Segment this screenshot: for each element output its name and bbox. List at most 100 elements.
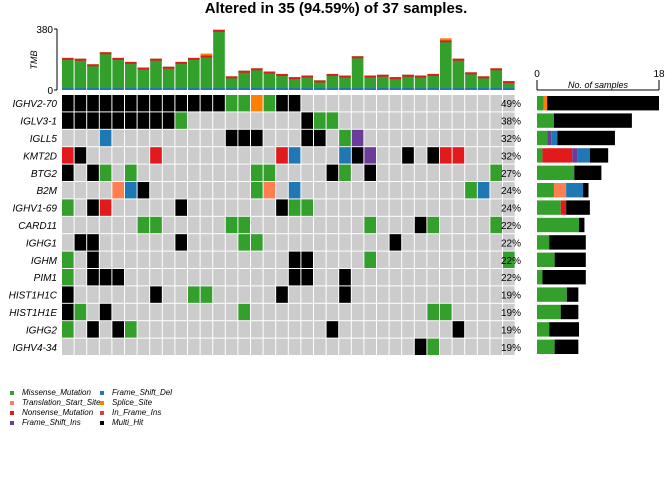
grid-cell <box>238 251 250 268</box>
tmb-bar-base <box>427 88 439 90</box>
grid-cell <box>477 269 490 286</box>
grid-cell <box>452 338 465 355</box>
grid-cell <box>427 182 439 199</box>
grid-cell <box>276 234 288 251</box>
grid-cell <box>225 269 238 286</box>
grid-cell <box>377 182 389 199</box>
grid-cell <box>288 321 301 338</box>
mutation-cell <box>314 129 326 147</box>
grid-cell <box>137 129 150 147</box>
grid-cell <box>440 286 452 303</box>
grid-cell <box>200 199 213 216</box>
mutation-cell <box>137 95 150 112</box>
grid-cell <box>162 199 175 216</box>
grid-cell <box>200 112 213 129</box>
grid-cell <box>175 147 187 164</box>
tmb-bar <box>477 76 490 90</box>
grid-cell <box>364 199 376 216</box>
gene-percent: 49% <box>501 99 521 110</box>
tmb-bar-base <box>188 88 200 90</box>
gene-percent: 22% <box>501 238 521 249</box>
legend-label: Frame_Shift_Ins <box>22 418 81 427</box>
tmb-bar-base <box>288 88 301 90</box>
grid-cell <box>137 199 150 216</box>
grid-cell <box>162 321 175 338</box>
grid-cell <box>288 164 301 181</box>
grid-cell <box>339 234 351 251</box>
mutation-cell <box>225 216 238 234</box>
grid-cell <box>364 338 376 355</box>
grid-cell <box>414 112 427 129</box>
grid-cell <box>301 321 313 338</box>
grid-cell <box>465 147 477 164</box>
grid-cell <box>490 338 502 355</box>
tmb-bar-top <box>364 75 376 78</box>
grid-cell <box>200 303 213 321</box>
grid-cell <box>87 286 99 303</box>
tmb-bar-top <box>351 56 364 59</box>
grid-cell <box>162 129 175 147</box>
grid-cell <box>414 147 427 164</box>
grid-cell <box>175 164 187 181</box>
side-bar-segment <box>557 130 615 146</box>
mutation-cell <box>188 95 200 112</box>
grid-cell <box>213 234 225 251</box>
mutation-cell <box>87 95 99 112</box>
grid-cell <box>137 147 150 164</box>
grid-cell <box>137 234 150 251</box>
grid-cell <box>162 269 175 286</box>
grid-cell <box>162 338 175 355</box>
grid-cell <box>62 216 74 234</box>
mutation-cell <box>112 269 124 286</box>
mutation-cell <box>162 95 175 112</box>
grid-cell <box>402 129 414 147</box>
mutation-cell <box>288 269 301 286</box>
grid-cell <box>326 129 339 147</box>
grid-cell <box>112 286 124 303</box>
grid-cell <box>477 338 490 355</box>
tmb-bar <box>351 56 364 90</box>
grid-cell <box>465 234 477 251</box>
grid-cell <box>125 234 137 251</box>
grid-cell <box>414 164 427 181</box>
tmb-bar-base <box>490 88 502 90</box>
gene-label: IGHV1-69 <box>13 204 58 215</box>
mutation-cell <box>288 251 301 268</box>
grid-cell <box>263 234 276 251</box>
legend-label: Nonsense_Mutation <box>22 408 94 417</box>
gene-percent: 32% <box>501 134 521 145</box>
grid-cell <box>74 129 87 147</box>
side-bar-segment <box>537 148 543 163</box>
side-bar-segment <box>537 304 561 320</box>
grid-cell <box>87 129 99 147</box>
grid-cell <box>213 147 225 164</box>
side-bar-segment <box>579 217 585 233</box>
grid-cell <box>377 321 389 338</box>
grid-cell <box>314 216 326 234</box>
grid-cell <box>440 234 452 251</box>
tmb-bar-base <box>314 88 326 90</box>
tmb-bar-top <box>427 73 439 76</box>
grid-cell <box>351 321 364 338</box>
grid-cell <box>87 303 99 321</box>
mutation-cell <box>364 216 376 234</box>
grid-cell <box>276 338 288 355</box>
grid-cell <box>74 182 87 199</box>
grid-cell <box>326 269 339 286</box>
grid-cell <box>351 164 364 181</box>
grid-cell <box>238 112 250 129</box>
gene-label: IGHV2-70 <box>13 99 58 110</box>
gene-percent: 24% <box>501 186 521 197</box>
tmb-bar-top <box>276 73 288 76</box>
grid-cell <box>213 182 225 199</box>
tmb-bar-splice <box>440 38 452 41</box>
grid-cell <box>112 129 124 147</box>
side-bar-segment <box>537 183 554 198</box>
grid-cell <box>389 338 402 355</box>
grid-cell <box>99 251 112 268</box>
side-bar-segment <box>537 217 580 233</box>
mutation-cell <box>62 321 74 338</box>
tmb-bar <box>251 68 263 90</box>
grid-cell <box>251 199 263 216</box>
grid-cell <box>225 182 238 199</box>
